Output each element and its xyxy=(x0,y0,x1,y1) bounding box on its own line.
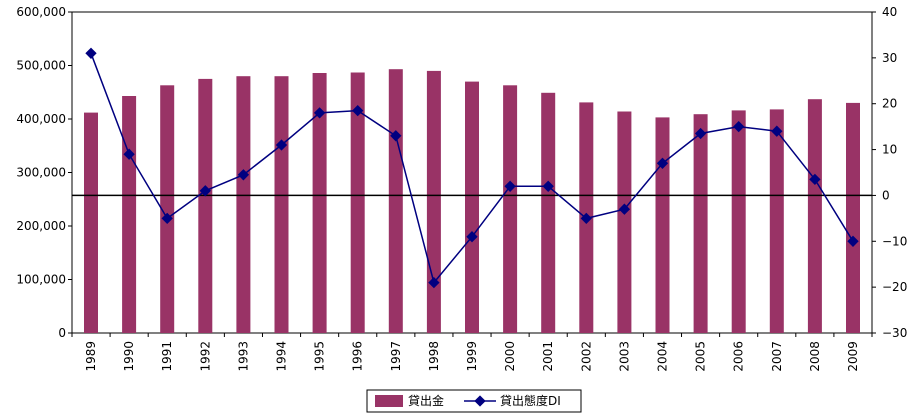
bar-1993 xyxy=(236,76,251,333)
bar-2004 xyxy=(655,117,670,334)
legend-diamond-marker xyxy=(474,395,486,407)
di-point-2009 xyxy=(847,235,859,247)
left-tick-label: 600,000 xyxy=(16,5,66,19)
x-tick-label: 1991 xyxy=(160,341,174,372)
left-tick-label: 100,000 xyxy=(16,273,66,287)
x-tick-label: 2001 xyxy=(541,341,555,372)
x-tick-label: 1996 xyxy=(351,341,365,372)
legend-label-bar: 貸出金 xyxy=(408,393,444,408)
right-tick-label: −20 xyxy=(882,280,907,294)
bar-1994 xyxy=(274,76,289,333)
x-tick-label: 1994 xyxy=(275,341,289,372)
bar-2000 xyxy=(503,85,518,333)
right-tick-label: −10 xyxy=(882,234,907,248)
legend-label-line: 貸出態度DI xyxy=(500,393,561,408)
left-axis: 0 100,000 200,000 300,000 400,000 500,000 600,… xyxy=(16,5,72,340)
di-point-2000 xyxy=(504,180,516,192)
right-tick-label: 0 xyxy=(882,188,890,202)
x-tick-label: 1989 xyxy=(84,341,98,372)
bar-1991 xyxy=(160,85,175,333)
bar-2008 xyxy=(807,99,822,333)
bar-2001 xyxy=(541,92,556,333)
x-tick-label: 2002 xyxy=(579,341,593,372)
bar-1996 xyxy=(350,72,365,333)
x-tick-label: 2009 xyxy=(846,341,860,372)
x-tick-label: 1992 xyxy=(198,341,212,372)
di-point-2005 xyxy=(694,127,707,140)
bar-1997 xyxy=(388,69,403,333)
bar-1998 xyxy=(426,70,441,334)
di-point-1999 xyxy=(466,231,478,243)
bar-1995 xyxy=(312,73,327,333)
bar-2005 xyxy=(693,114,708,333)
di-point-1992 xyxy=(199,185,211,197)
x-tick-label: 1993 xyxy=(236,341,250,372)
x-tick-label: 2005 xyxy=(694,341,708,372)
right-tick-label: 10 xyxy=(882,143,897,157)
di-point-1997 xyxy=(390,130,402,142)
x-tick-label: 2007 xyxy=(770,341,784,372)
x-tick-label: 1997 xyxy=(389,341,403,372)
x-tick-label: 1998 xyxy=(427,341,441,372)
di-point-1991 xyxy=(161,212,173,225)
di-point-1990 xyxy=(123,148,135,160)
di-point-1998 xyxy=(428,276,440,289)
right-tick-label: 40 xyxy=(882,5,897,19)
left-tick-label: 300,000 xyxy=(16,166,66,180)
di-point-1989 xyxy=(85,47,97,59)
right-tick-label: −30 xyxy=(882,326,907,340)
x-tick-label: 2008 xyxy=(808,341,822,372)
di-point-2001 xyxy=(542,180,554,192)
right-axis: −30 −20 −10 0 10 20 30 40 xyxy=(872,5,907,340)
x-tick-label: 1990 xyxy=(122,341,136,372)
right-tick-label: 20 xyxy=(882,97,897,111)
left-tick-label: 400,000 xyxy=(16,112,66,126)
legend-bar-swatch xyxy=(375,395,403,407)
di-point-1994 xyxy=(275,139,288,151)
bar-1990 xyxy=(122,96,137,333)
x-tick-label: 2004 xyxy=(656,341,670,372)
di-point-2002 xyxy=(580,212,592,225)
di-point-2003 xyxy=(618,203,631,215)
x-axis: 1989 1990 1991 1992 1993 1994 1995 1996 1997 1998… xyxy=(71,333,873,372)
bar-2009 xyxy=(846,102,860,334)
x-tick-label: 2006 xyxy=(732,341,746,372)
left-tick-label: 200,000 xyxy=(16,219,66,233)
bar-1999 xyxy=(465,81,479,333)
legend: 貸出金 貸出態度DI xyxy=(366,389,582,413)
di-point-1993 xyxy=(237,169,250,181)
line-series xyxy=(85,47,859,289)
bar-1989 xyxy=(84,112,98,333)
di-point-2008 xyxy=(809,173,821,186)
bar-2003 xyxy=(617,111,632,333)
x-tick-label: 2000 xyxy=(503,341,517,372)
right-tick-label: 30 xyxy=(882,51,897,65)
left-tick-label: 500,000 xyxy=(16,59,66,73)
x-tick-label: 2003 xyxy=(617,341,631,372)
bar-1992 xyxy=(198,78,213,334)
left-tick-label: 0 xyxy=(58,326,66,340)
di-point-2004 xyxy=(656,157,669,169)
bar-series xyxy=(84,69,860,334)
bar-2007 xyxy=(769,109,784,334)
x-tick-label: 1995 xyxy=(313,341,327,372)
bar-2006 xyxy=(731,110,746,334)
x-tick-label: 1999 xyxy=(465,341,479,372)
